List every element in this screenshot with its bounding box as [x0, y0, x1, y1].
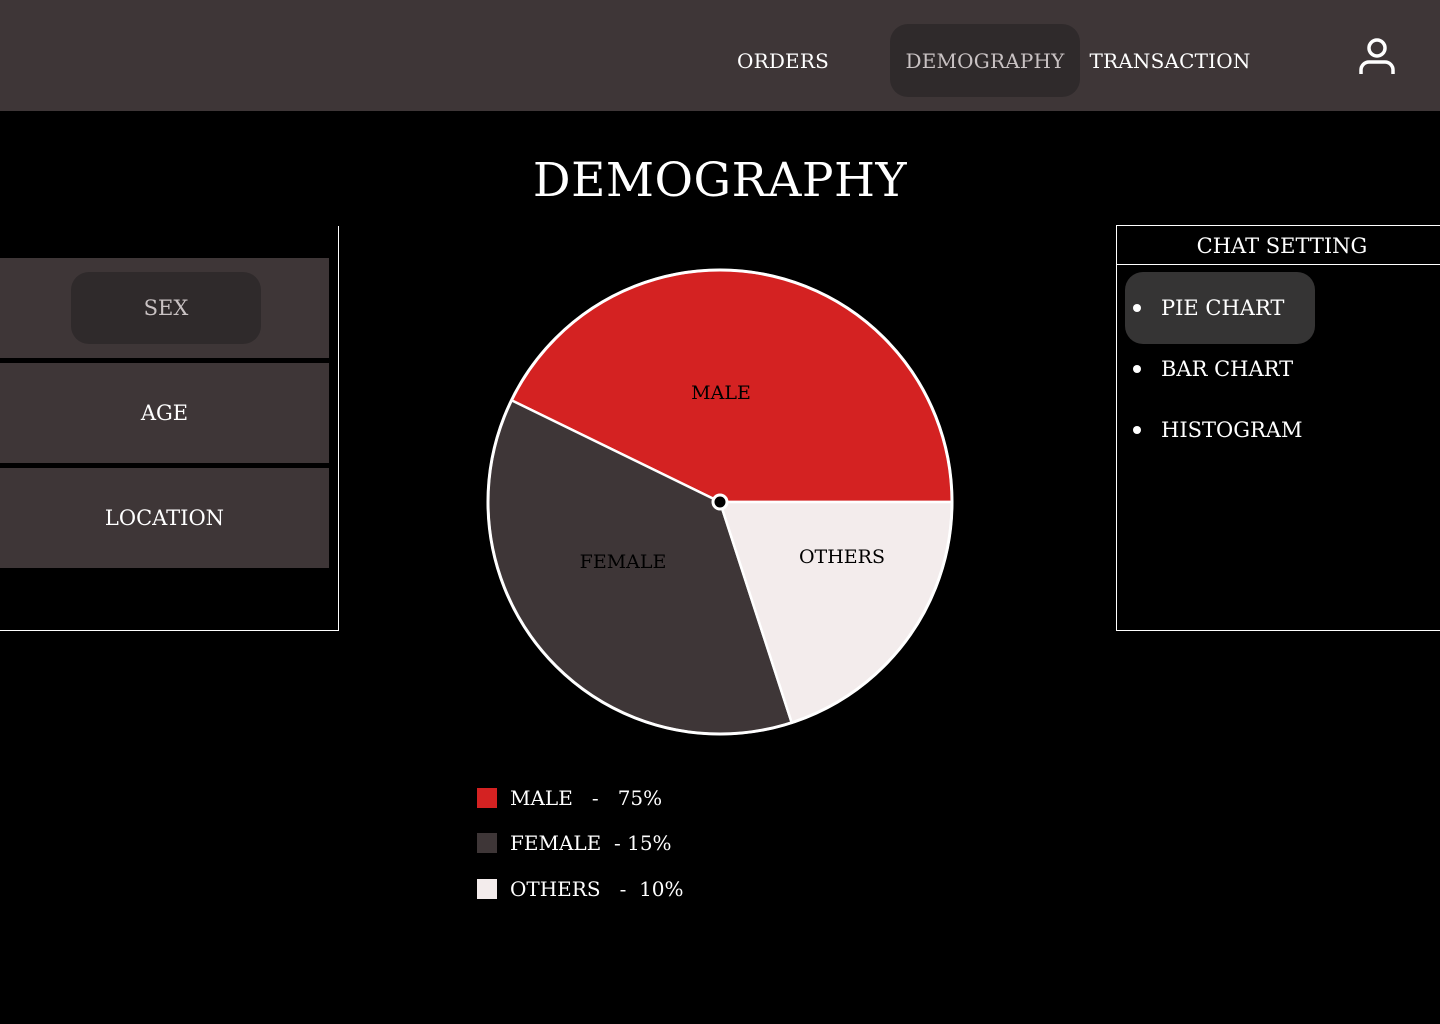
legend-swatch-others [477, 879, 497, 899]
legend-label-male: MALE - 75% [510, 786, 663, 810]
pie-label-others: OTHERS [799, 546, 885, 568]
pie-chart-container: MALE FEMALE OTHERS [480, 262, 960, 742]
nav-tab-demography[interactable]: DEMOGRAPHY [890, 24, 1080, 97]
legend-label-female: FEMALE - 15% [510, 831, 672, 855]
pie-label-male: MALE [691, 382, 751, 404]
chart-option-bar[interactable]: BAR CHART [1125, 333, 1313, 405]
legend-item-male: MALE - 75% [477, 786, 662, 810]
pie-outline [486, 268, 954, 736]
category-sex-label: SEX [71, 272, 261, 344]
legend-label-others: OTHERS - 10% [510, 877, 684, 901]
chart-option-histogram[interactable]: HISTOGRAM [1125, 394, 1322, 466]
bullet-icon [1133, 365, 1141, 373]
top-nav-bar: ORDERS DEMOGRAPHY TRANSACTION [0, 0, 1440, 111]
page-title: DEMOGRAPHY [532, 153, 908, 208]
chart-option-pie[interactable]: PIE CHART [1125, 272, 1315, 344]
nav-tab-transaction[interactable]: TRANSACTION [1089, 48, 1251, 73]
pie-chart: MALE FEMALE OTHERS [486, 268, 954, 736]
category-panel: SEX AGE LOCATION [0, 226, 339, 631]
category-location-button[interactable]: LOCATION [0, 468, 329, 568]
legend-swatch-male [477, 788, 497, 808]
chart-option-bar-label: BAR CHART [1161, 357, 1294, 381]
legend-item-female: FEMALE - 15% [477, 831, 672, 855]
pie-center-dot [711, 493, 729, 511]
pie-label-female: FEMALE [580, 551, 667, 573]
chart-setting-panel: CHAT SETTING PIE CHART BAR CHART HISTOGR… [1116, 225, 1440, 631]
category-age-button[interactable]: AGE [0, 363, 329, 463]
chart-option-pie-label: PIE CHART [1161, 296, 1285, 320]
legend-item-others: OTHERS - 10% [477, 877, 684, 901]
nav-tab-orders[interactable]: ORDERS [736, 48, 830, 73]
user-icon[interactable] [1356, 36, 1398, 78]
chart-setting-title: CHAT SETTING [1117, 226, 1440, 265]
legend-swatch-female [477, 833, 497, 853]
bullet-icon [1133, 304, 1141, 312]
chart-option-histogram-label: HISTOGRAM [1161, 418, 1303, 442]
bullet-icon [1133, 426, 1141, 434]
category-sex-button[interactable]: SEX [0, 258, 329, 358]
